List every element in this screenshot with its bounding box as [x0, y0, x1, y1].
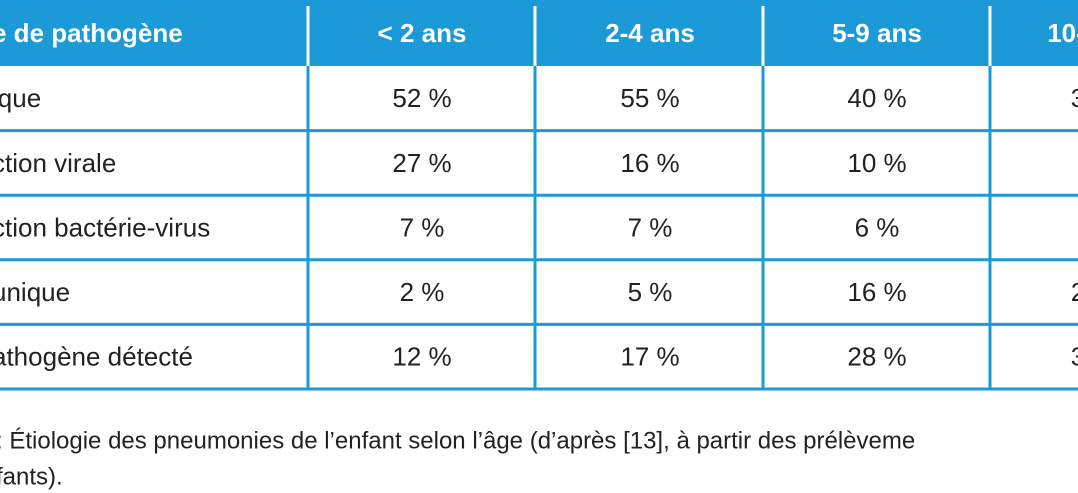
cell: 17 %	[620, 342, 679, 372]
cell: unique	[0, 277, 70, 307]
cell: ction virale	[0, 148, 116, 178]
cell: athogène détecté	[0, 342, 193, 372]
cell: ique	[0, 83, 41, 113]
cell: 52 %	[392, 83, 451, 113]
cell: 3	[1071, 83, 1078, 113]
cell: ction bactérie-virus	[0, 212, 210, 242]
header-cell: < 2 ans	[378, 18, 467, 48]
header-cell: 10-	[1047, 18, 1078, 48]
caption-line: fants).	[0, 463, 63, 490]
cell: 16 %	[847, 277, 906, 307]
cell: 16 %	[620, 148, 679, 178]
header-cell: 2-4 ans	[605, 18, 695, 48]
cell: 7 %	[628, 212, 673, 242]
cell: 2	[1071, 277, 1078, 307]
cell: 28 %	[847, 342, 906, 372]
cell: 55 %	[620, 83, 679, 113]
cell: 5 %	[628, 277, 673, 307]
cell: 40 %	[847, 83, 906, 113]
cell: 7 %	[400, 212, 445, 242]
cell: 10 %	[847, 148, 906, 178]
header-background	[0, 0, 1078, 66]
cell: 12 %	[392, 342, 451, 372]
cell: 6 %	[855, 212, 900, 242]
cell: 3	[1071, 342, 1078, 372]
header-cell: 5-9 ans	[832, 18, 922, 48]
cell: 27 %	[392, 148, 451, 178]
table: e de pathogène < 2 ans 2-4 ans 5-9 ans 10- iq…	[0, 0, 1078, 391]
cell: 2 %	[400, 277, 445, 307]
header-cell: e de pathogène	[0, 18, 183, 48]
caption-line: : Étiologie des pneumonies de l’enfant s…	[0, 427, 915, 454]
